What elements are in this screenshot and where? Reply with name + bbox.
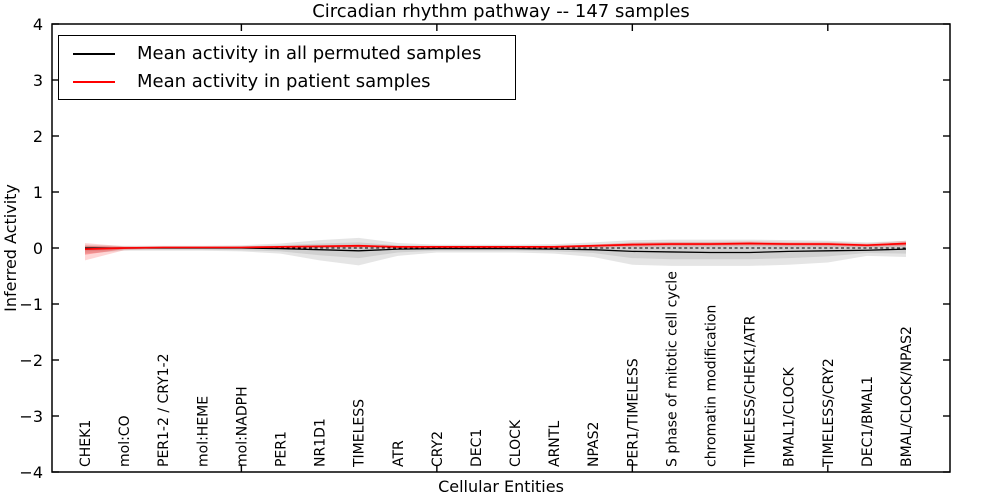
entity-label: CRY2 xyxy=(430,431,446,467)
y-tick-label: −4 xyxy=(19,463,43,482)
legend-label-patient: Mean activity in patient samples xyxy=(137,71,431,92)
legend: Mean activity in all permuted samples Me… xyxy=(58,35,516,100)
entity-label: mol:HEME xyxy=(195,396,211,467)
y-tick-label: −3 xyxy=(19,407,43,426)
entity-label: mol:CO xyxy=(117,415,133,467)
y-tick-label: 3 xyxy=(33,71,43,90)
entity-label: BMAL1/CLOCK xyxy=(782,366,798,467)
legend-line-sample-patient xyxy=(73,80,115,83)
entity-label: TIMELESS xyxy=(352,399,368,468)
entity-label: NR1D1 xyxy=(313,418,329,467)
entity-label: PER1 xyxy=(273,431,289,467)
entity-label: DEC1 xyxy=(469,429,485,467)
y-tick-label: −1 xyxy=(19,295,43,314)
entity-label: BMAL/CLOCK/NPAS2 xyxy=(899,326,915,467)
patient-spread-outer-band xyxy=(85,240,906,261)
entity-label: ARNTL xyxy=(547,421,563,467)
mean-patient-line xyxy=(84,242,907,250)
entity-label: ATR xyxy=(391,440,407,467)
entity-label: PER1-2 / CRY1-2 xyxy=(156,353,172,467)
legend-entry-patient: Mean activity in patient samples xyxy=(59,71,515,92)
y-axis-label: Inferred Activity xyxy=(1,184,20,312)
entity-label: CLOCK xyxy=(508,419,524,467)
entity-label: TIMELESS/CRY2 xyxy=(821,358,837,468)
y-tick-label: 1 xyxy=(33,183,43,202)
chart-title: Circadian rhythm pathway -- 147 samples xyxy=(312,1,690,22)
y-tick-label: 2 xyxy=(33,127,43,146)
x-axis-label: Cellular Entities xyxy=(438,477,564,496)
legend-entry-permuted: Mean activity in all permuted samples xyxy=(59,43,515,64)
entity-label: CHEK1 xyxy=(78,420,94,467)
legend-label-permuted: Mean activity in all permuted samples xyxy=(137,43,482,64)
entity-label: PER1/TIMELESS xyxy=(625,358,641,467)
y-tick-label: 4 xyxy=(33,15,43,34)
entity-label: NPAS2 xyxy=(586,422,602,467)
entity-label: DEC1/BMAL1 xyxy=(860,376,876,467)
legend-line-sample-permuted xyxy=(73,52,115,55)
entity-label: S phase of mitotic cell cycle xyxy=(664,271,680,467)
y-tick-label: 0 xyxy=(33,239,43,258)
entity-label: mol:NADPH xyxy=(234,386,250,467)
entity-label: chromatin modification xyxy=(704,305,720,467)
entity-label: TIMELESS/CHEK1/ATR xyxy=(743,315,759,468)
y-tick-label: −2 xyxy=(19,351,43,370)
